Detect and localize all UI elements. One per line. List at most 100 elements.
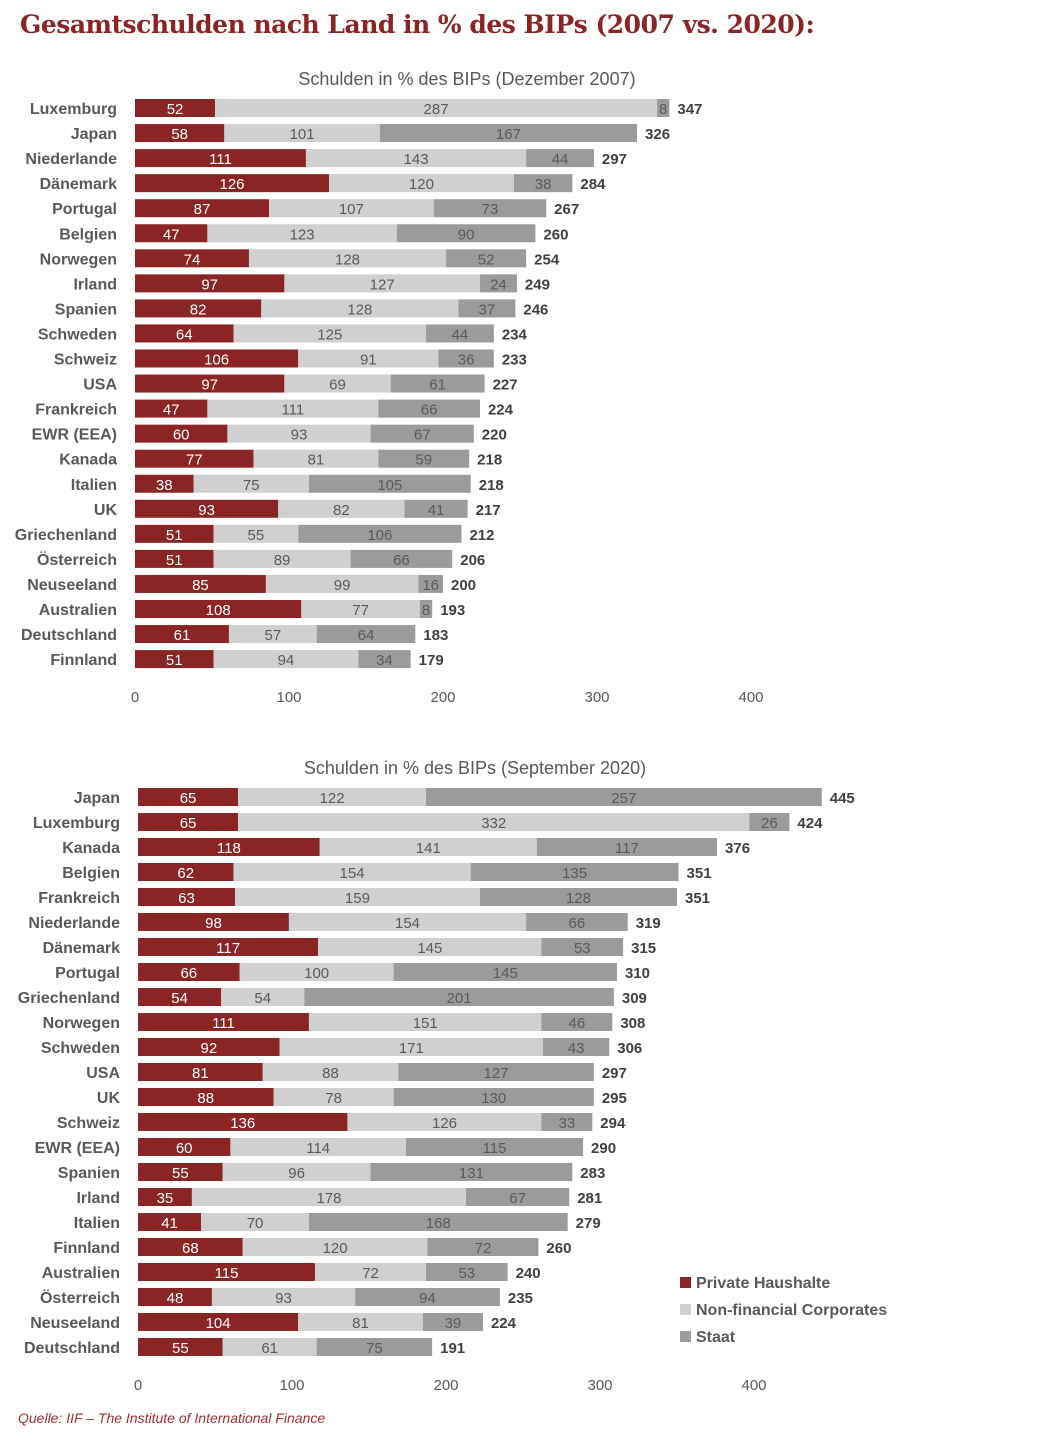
category-label: Schweiz — [54, 352, 117, 369]
segment-label: 55 — [172, 1165, 189, 1182]
legend-label: Non-financial Corporates — [696, 1302, 887, 1319]
bar-segment — [284, 274, 480, 293]
segment-label: 72 — [362, 1265, 379, 1282]
bar-segment — [138, 1063, 263, 1081]
category-label: Portugal — [55, 965, 120, 982]
bar-segment — [135, 449, 254, 468]
total-label: 217 — [476, 502, 501, 519]
x-tick-label: 0 — [131, 689, 139, 706]
total-label: 347 — [677, 101, 702, 118]
total-label: 249 — [525, 276, 550, 293]
category-label: Italien — [74, 1215, 120, 1232]
chart-title: Schulden in % des BIPs (September 2020) — [304, 758, 646, 778]
segment-label: 93 — [198, 502, 215, 519]
segment-label: 104 — [206, 1315, 231, 1332]
bar-segment — [138, 938, 319, 956]
bar-segment — [422, 1313, 483, 1331]
segment-label: 106 — [204, 352, 229, 369]
total-label: 240 — [516, 1265, 541, 1282]
bar-segment — [305, 149, 527, 168]
segment-label: 38 — [156, 477, 173, 494]
total-label: 283 — [580, 1165, 605, 1182]
x-tick-label: 100 — [276, 689, 301, 706]
bar-segment — [479, 888, 677, 906]
bar-segment — [526, 149, 594, 168]
bar-segment — [135, 374, 285, 393]
total-label: 279 — [576, 1215, 601, 1232]
bar-segment — [242, 1238, 428, 1256]
bar-segment — [458, 299, 516, 318]
bar-segment — [355, 1288, 500, 1306]
segment-label: 52 — [478, 251, 495, 268]
bar-segment — [138, 1088, 274, 1106]
bar-segment — [138, 913, 289, 931]
bar-segment — [138, 1188, 192, 1206]
category-label: Dänemark — [43, 940, 120, 957]
segment-label: 120 — [323, 1240, 348, 1257]
category-label: Frankreich — [35, 402, 117, 419]
total-label: 200 — [451, 577, 476, 594]
bar-segment — [253, 449, 379, 468]
segment-label: 122 — [320, 790, 345, 807]
bar-segment — [228, 625, 317, 644]
segment-label: 39 — [445, 1315, 462, 1332]
category-label: EWR (EEA) — [35, 1140, 120, 1157]
bar-segment — [309, 474, 471, 493]
category-label: Norwegen — [40, 251, 117, 268]
bar-segment — [329, 174, 514, 193]
bar-segment — [248, 249, 447, 268]
segment-label: 107 — [339, 201, 364, 218]
segment-label: 63 — [178, 890, 195, 907]
bar-segment — [138, 963, 240, 981]
segment-label: 52 — [167, 101, 184, 118]
category-label: Australien — [39, 602, 117, 619]
total-label: 220 — [482, 427, 507, 444]
segment-label: 106 — [367, 527, 392, 544]
bar-segment — [396, 224, 536, 243]
bar-segment — [657, 99, 670, 117]
bar-segment — [213, 524, 299, 543]
segment-label: 47 — [163, 226, 180, 243]
segment-label: 257 — [611, 790, 636, 807]
segment-label: 51 — [166, 552, 183, 569]
segment-label: 123 — [290, 226, 315, 243]
segment-label: 141 — [416, 840, 441, 857]
bar-segment — [268, 199, 434, 218]
bar-segment — [298, 524, 462, 543]
segment-label: 35 — [157, 1190, 174, 1207]
segment-label: 111 — [209, 151, 232, 168]
segment-label: 43 — [568, 1040, 585, 1057]
bar-segment — [470, 863, 679, 881]
category-label: Luxemburg — [30, 101, 117, 118]
bar-segment — [541, 938, 624, 956]
x-tick-label: 0 — [134, 1377, 142, 1394]
total-label: 290 — [591, 1140, 616, 1157]
total-label: 235 — [508, 1290, 533, 1307]
category-label: USA — [83, 377, 117, 394]
bar-segment — [419, 600, 433, 618]
segment-label: 70 — [247, 1215, 264, 1232]
total-label: 284 — [580, 176, 606, 193]
segment-label: 55 — [248, 527, 265, 544]
bar-segment — [135, 499, 279, 518]
segment-label: 8 — [422, 602, 430, 619]
segment-label: 88 — [197, 1090, 214, 1107]
segment-label: 66 — [569, 915, 586, 932]
total-label: 319 — [636, 915, 661, 932]
segment-label: 111 — [281, 402, 304, 419]
total-label: 233 — [502, 352, 527, 369]
segment-label: 145 — [417, 940, 442, 957]
segment-label: 115 — [483, 1140, 507, 1157]
segment-label: 69 — [329, 377, 346, 394]
total-label: 227 — [493, 377, 518, 394]
total-label: 246 — [523, 301, 548, 318]
bar-segment — [135, 424, 228, 443]
bar-segment — [316, 625, 416, 644]
category-label: Belgien — [59, 226, 117, 243]
segment-label: 115 — [215, 1265, 239, 1282]
segment-label: 168 — [426, 1215, 451, 1232]
category-label: USA — [86, 1065, 120, 1082]
total-label: 218 — [477, 452, 502, 469]
bar-segment — [138, 1313, 299, 1331]
segment-label: 36 — [458, 352, 475, 369]
